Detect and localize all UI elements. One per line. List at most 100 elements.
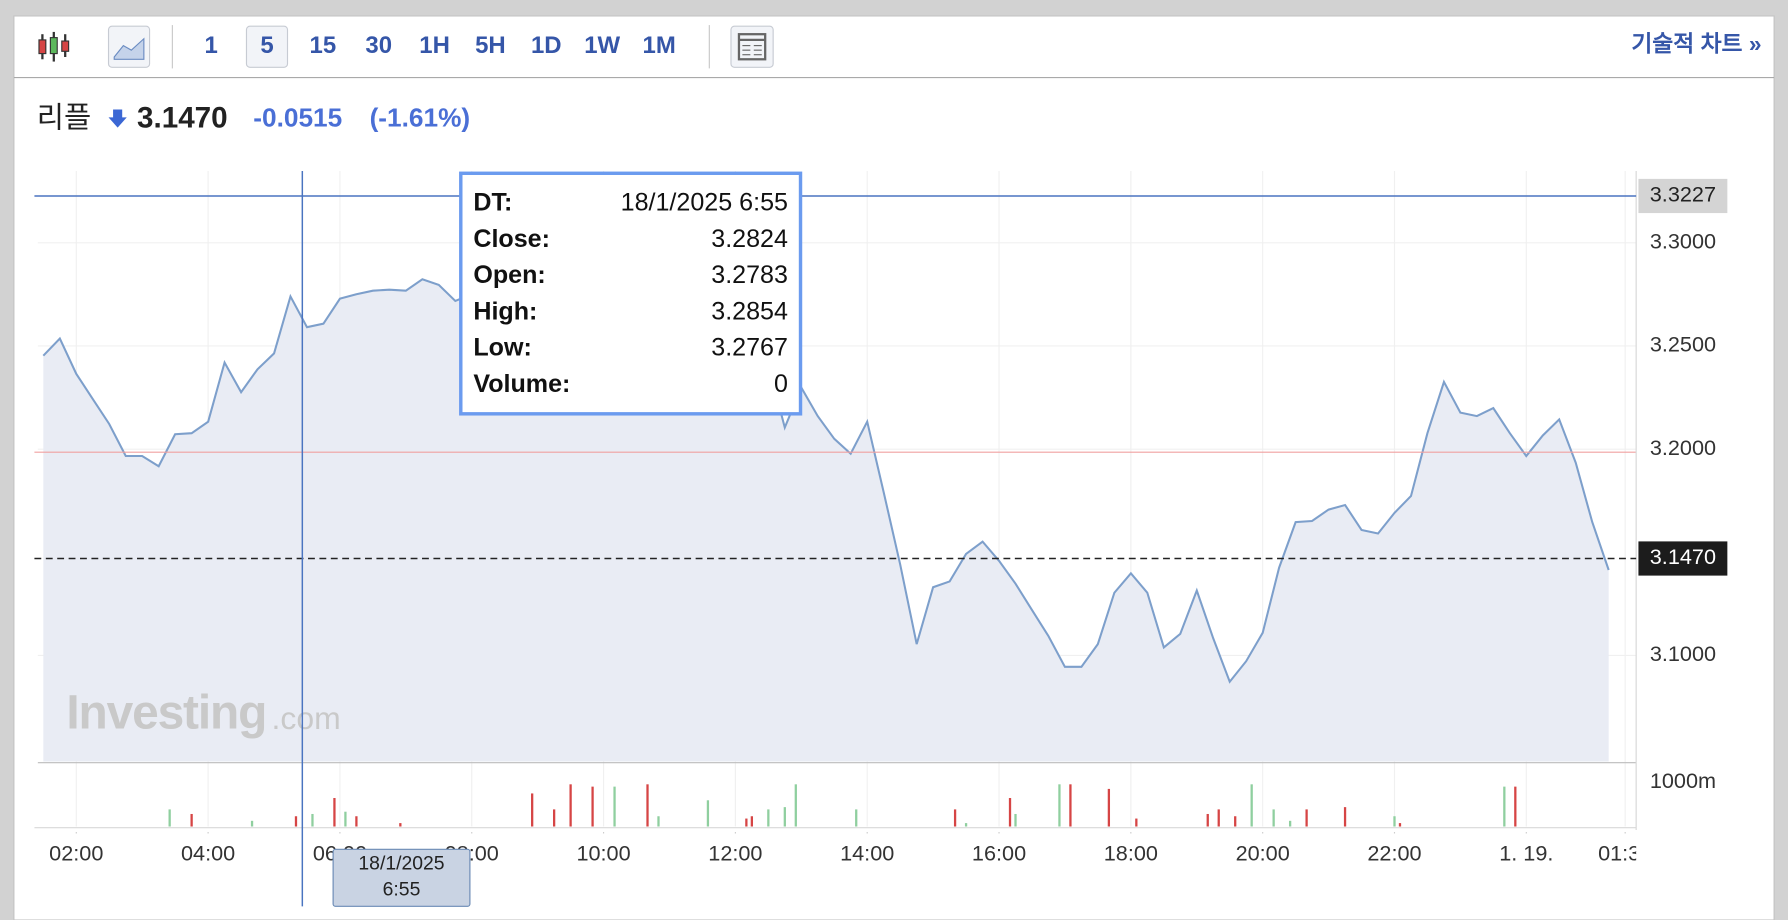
volume-bar [311,813,314,827]
volume-bar [1014,813,1017,827]
volume-bar [613,786,616,827]
interval-button[interactable]: 1H [419,32,450,59]
watermark-brand: Investing [66,687,266,740]
interval-button[interactable]: 1W [584,32,620,59]
volume-bar [1058,784,1061,827]
interval-button[interactable]: 1 [204,32,217,59]
volume-bar [1343,807,1347,827]
tooltip-value: 18/1/2025 6:55 [621,189,788,217]
interval-button[interactable]: 15 [310,32,337,59]
volume-bar [1008,798,1012,827]
y-tick-label: 3.2000 [1650,435,1716,460]
volume-bar [552,809,556,827]
volume-bar [646,784,649,827]
volume-bar [1398,823,1402,827]
last-price: 3.1470 [137,102,228,135]
candle-icon[interactable] [38,31,70,62]
y-tick-label: 3.2500 [1650,332,1716,357]
area-fill [43,273,1609,762]
tooltip-value: 3.2767 [711,334,788,362]
technical-chart-link[interactable]: 기술적 차트 » [1631,31,1761,57]
volume-bar [1234,816,1237,827]
tooltip-label: Close: [473,225,550,253]
volume-bar [333,798,336,827]
volume-bar [706,800,710,827]
volume-bar [591,786,594,827]
volume-bar [531,793,534,827]
tooltip-label: Volume: [473,370,570,398]
last-price-tag-label: 3.1470 [1650,544,1716,569]
x-tick-label: 18:00 [1104,841,1158,866]
x-axis: 02:0004:0006:0008:0010:0012:0014:0016:00… [49,832,1652,866]
x-tick-label: 10:00 [576,841,630,866]
volume-bar [767,809,770,827]
plot [34,272,1637,762]
overlay: 3.1000 3.2000 3.2500 3.3000 3.1470 3.3227 [34,171,1728,907]
x-tick-label: 22:00 [1367,841,1421,866]
interval-buttons: 1 5 15 30 1H 5H 1D 1W 1M [204,32,675,59]
tooltip-label: High: [473,297,537,325]
volume-bar [1135,818,1138,827]
volume-bar [750,816,754,827]
volume-bar [1217,809,1220,827]
volume-bar [1272,809,1275,827]
volume-bar [1288,820,1292,827]
price-change-percent: (-1.61%) [370,103,471,133]
crosshair-price-tag [1638,178,1728,214]
tooltip-label: Low: [473,334,532,362]
price-line [42,272,1610,684]
x-tick-label: 16:00 [972,841,1026,866]
down-arrow [108,109,127,128]
watermark-suffix: .com [272,700,341,736]
volume-bar [294,816,298,827]
volume-pane: 1000m [168,768,1716,827]
crosshair-date-label: 18/1/2025 [358,852,444,874]
y-tick-label: 3.3000 [1650,229,1716,254]
x-tick-label: 01:30 [1598,841,1652,866]
crosshair-time-label: 6:55 [383,878,421,900]
volume-bar [1107,788,1111,827]
volume-tick-label: 1000m [1650,768,1716,793]
interval-button[interactable]: 30 [365,32,392,59]
tooltip: DT: 18/1/2025 6:55 Close: 3.2824 Open: 3.2783… [459,171,803,416]
crosshair-price-label: 3.3227 [1650,182,1716,207]
volume-bar [190,813,193,827]
selected-interval-box [245,25,289,68]
area-icon[interactable] [107,25,151,68]
tooltip-value: 3.2854 [711,297,788,325]
tooltip-label: DT: [473,189,512,217]
volume-bar [657,816,660,827]
x-tick-label: 12:00 [708,841,762,866]
interval-button[interactable]: 1M [643,32,676,59]
layout-icon[interactable] [730,25,774,68]
tooltip-value: 3.2783 [711,261,788,289]
x-tick-label: 20:00 [1236,841,1290,866]
volume-bar [794,784,797,827]
x-tick-label: 14:00 [840,841,894,866]
volume-bar [1206,813,1209,827]
interval-button[interactable]: 1D [531,32,562,59]
volume-bar [745,818,748,827]
price-change: -0.0515 [253,103,342,133]
volume-bar [1393,816,1396,827]
tooltip-box [459,171,803,416]
x-tick-label: 1. 19. [1499,841,1553,866]
volume-bar [855,809,858,827]
volume-bar [1514,786,1517,827]
x-tick-label: 02:00 [49,841,103,866]
volume-bar [1503,786,1506,827]
tooltip-value: 3.2824 [711,225,788,253]
volume-bar [399,823,402,827]
interval-button-selected[interactable]: 5 [260,32,273,59]
volume-bar [1250,784,1253,827]
volume-bar [355,816,358,827]
volume-bar [964,823,968,827]
asset-name: 리플 [37,102,92,135]
interval-button[interactable]: 5H [475,32,506,59]
volume-bar [569,784,572,827]
crosshair-date: 18/1/2025 6:55 [332,848,471,907]
tooltip-label: Open: [473,261,545,289]
volume-bar [1305,809,1308,827]
volume-bar [344,811,347,827]
